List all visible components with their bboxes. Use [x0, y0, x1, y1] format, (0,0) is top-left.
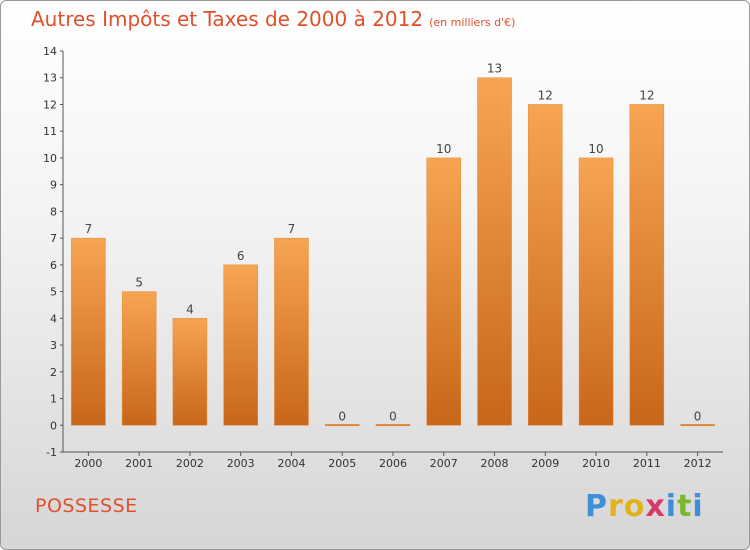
bar-series [71, 77, 715, 427]
x-tick-label: 2009 [531, 457, 559, 470]
data-label: 0 [694, 409, 702, 423]
y-tick-label: 3 [50, 339, 57, 352]
y-tick-label: 6 [50, 259, 57, 272]
data-label: 12 [639, 88, 654, 102]
x-tick-label: 2001 [125, 457, 153, 470]
data-label: 0 [389, 409, 397, 423]
bar [172, 318, 208, 426]
x-tick-label: 2002 [176, 457, 204, 470]
x-tick-label: 2010 [582, 457, 610, 470]
data-label: 12 [538, 88, 553, 102]
chart-title: Autres Impôts et Taxes de 2000 à 2012 (en… [31, 7, 515, 31]
y-tick-label: 8 [50, 205, 57, 218]
x-tick-label: 2012 [684, 457, 712, 470]
commune-name: POSSESSE [35, 495, 138, 517]
x-tick-label: 2011 [633, 457, 661, 470]
x-tick-label: 2006 [379, 457, 407, 470]
x-tick-label: 2004 [277, 457, 305, 470]
bar [578, 157, 614, 426]
y-tick-label: 9 [50, 179, 57, 192]
y-tick-label: 1 [50, 393, 57, 406]
bar [528, 104, 563, 426]
data-label: 6 [237, 249, 245, 263]
data-label: 10 [436, 142, 451, 156]
bar [71, 237, 106, 426]
y-tick-label: 5 [50, 286, 57, 299]
bar [274, 237, 309, 426]
data-labels: 7 5 4 6 7 0 0 10 13 12 10 12 0 [85, 62, 702, 424]
y-tick-label: 13 [43, 72, 57, 85]
data-label: 10 [588, 142, 603, 156]
proxiti-logo: Proxiti [585, 489, 704, 524]
bar [324, 424, 360, 427]
y-tick-label: 0 [50, 419, 57, 432]
y-tick-label: -1 [46, 446, 57, 459]
data-label: 5 [135, 276, 143, 290]
bar [477, 77, 512, 426]
y-tick-label: 14 [43, 45, 57, 58]
y-tick-label: 7 [50, 232, 57, 245]
y-tick-label: 12 [43, 98, 57, 111]
bar [223, 264, 258, 426]
bar [680, 424, 715, 427]
bar [629, 104, 665, 426]
x-tick-label: 2000 [74, 457, 102, 470]
x-tick-label: 2008 [481, 457, 509, 470]
chart-title-text: Autres Impôts et Taxes de 2000 à 2012 [31, 7, 424, 31]
y-tick-label: 2 [50, 366, 57, 379]
data-label: 13 [487, 62, 502, 76]
x-tick-label: 2003 [227, 457, 255, 470]
y-tick-label: 10 [43, 152, 57, 165]
data-label: 7 [85, 222, 93, 236]
y-tick-label: 11 [43, 125, 57, 138]
x-tick-label: 2007 [430, 457, 458, 470]
bar [375, 424, 411, 427]
data-label: 7 [288, 222, 296, 236]
chart-unit-note: (en milliers d'€) [429, 16, 516, 29]
data-label: 0 [338, 409, 346, 423]
x-axis: 2000 2001 2002 2003 2004 2005 2006 2007 2008 2009… [63, 451, 723, 470]
bar [121, 291, 157, 426]
y-tick-label: 4 [50, 312, 57, 325]
data-label: 4 [186, 302, 194, 316]
x-tick-label: 2005 [328, 457, 356, 470]
bar [426, 157, 462, 426]
